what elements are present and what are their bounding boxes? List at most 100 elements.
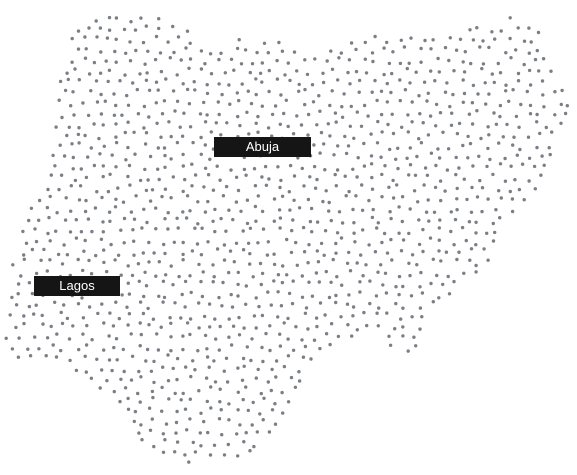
map-dot xyxy=(328,103,332,108)
map-dot xyxy=(98,26,103,30)
map-dot xyxy=(130,354,135,358)
map-dot xyxy=(188,397,192,401)
map-dot xyxy=(199,411,203,415)
map-dot xyxy=(199,279,203,284)
map-dot xyxy=(184,365,188,369)
map-dot xyxy=(184,216,189,220)
map-dot xyxy=(262,41,267,45)
map-dot xyxy=(244,302,248,306)
map-dot xyxy=(232,68,236,72)
map-dot xyxy=(129,20,133,24)
map-dot xyxy=(387,334,391,338)
map-dot xyxy=(58,143,62,147)
map-dot xyxy=(331,257,335,262)
map-dot xyxy=(211,219,215,223)
map-dot xyxy=(185,428,189,432)
map-dot xyxy=(144,24,148,28)
map-dot xyxy=(344,151,349,156)
map-dot xyxy=(54,125,58,129)
map-dot xyxy=(76,257,80,262)
map-dot xyxy=(205,113,209,117)
map-dot xyxy=(250,62,255,66)
map-dot xyxy=(223,71,227,75)
map-dot xyxy=(147,240,151,245)
map-dot xyxy=(97,136,101,141)
map-dot xyxy=(218,400,222,404)
map-dot xyxy=(161,432,165,436)
map-dot xyxy=(443,45,448,50)
map-dot xyxy=(176,35,181,39)
map-dot xyxy=(247,132,251,136)
map-dot xyxy=(297,89,301,94)
map-dot xyxy=(209,72,214,76)
map-dot xyxy=(205,91,210,96)
map-dot xyxy=(213,229,217,234)
map-dot xyxy=(90,229,94,234)
map-dot xyxy=(485,231,489,235)
map-dot xyxy=(102,260,106,265)
map-dot xyxy=(253,184,258,188)
map-dot xyxy=(188,41,192,45)
map-dot xyxy=(401,306,405,310)
map-dot xyxy=(63,88,68,93)
map-dot xyxy=(129,210,134,214)
map-dot xyxy=(286,61,290,65)
map-dot xyxy=(381,283,385,287)
map-dot xyxy=(334,300,338,305)
map-dot xyxy=(48,239,52,243)
map-dot xyxy=(33,335,37,339)
map-dot xyxy=(126,407,131,411)
map-dot xyxy=(286,124,290,129)
map-dot xyxy=(228,249,233,253)
map-dot xyxy=(426,133,431,137)
map-dot xyxy=(235,432,239,436)
map-dot xyxy=(322,253,326,257)
map-dot xyxy=(355,175,359,179)
map-dot xyxy=(147,260,151,264)
map-dot xyxy=(355,110,359,114)
map-dot xyxy=(280,390,284,395)
map-dot xyxy=(548,152,552,157)
map-dot xyxy=(504,89,508,93)
map-dot xyxy=(354,47,358,52)
map-dot xyxy=(222,258,227,262)
map-dot xyxy=(410,120,414,124)
map-dot xyxy=(133,409,138,414)
map-dot xyxy=(474,220,478,224)
map-dot xyxy=(296,156,300,160)
map-dot xyxy=(284,98,288,103)
map-dot xyxy=(290,228,294,233)
map-dot xyxy=(22,257,26,261)
map-dot xyxy=(315,249,319,253)
map-dot xyxy=(123,130,128,135)
map-dot xyxy=(487,133,491,137)
map-dot xyxy=(437,249,441,253)
map-dot xyxy=(312,164,317,169)
map-dot xyxy=(244,173,248,177)
map-dot xyxy=(482,247,486,251)
map-dot xyxy=(183,407,188,411)
map-dot xyxy=(540,154,544,158)
map-dot xyxy=(79,230,84,234)
map-dot xyxy=(84,343,89,347)
map-dot xyxy=(359,253,363,257)
map-dot xyxy=(347,250,351,255)
map-dot xyxy=(72,113,76,117)
map-dot xyxy=(289,375,294,380)
map-dot xyxy=(132,217,137,221)
map-dot xyxy=(419,46,423,51)
map-dot xyxy=(37,218,41,222)
map-dot xyxy=(39,258,43,262)
city-label-lagos: Lagos xyxy=(34,276,120,296)
map-dot xyxy=(266,51,270,55)
map-dot xyxy=(446,274,450,279)
map-dot xyxy=(314,316,319,320)
map-dot xyxy=(385,311,389,315)
map-dot xyxy=(385,81,389,86)
map-dot xyxy=(68,230,73,234)
map-dot xyxy=(370,51,375,55)
map-dot xyxy=(69,104,73,108)
map-dot xyxy=(285,273,289,277)
map-dot xyxy=(538,131,542,136)
map-dot xyxy=(307,280,311,284)
